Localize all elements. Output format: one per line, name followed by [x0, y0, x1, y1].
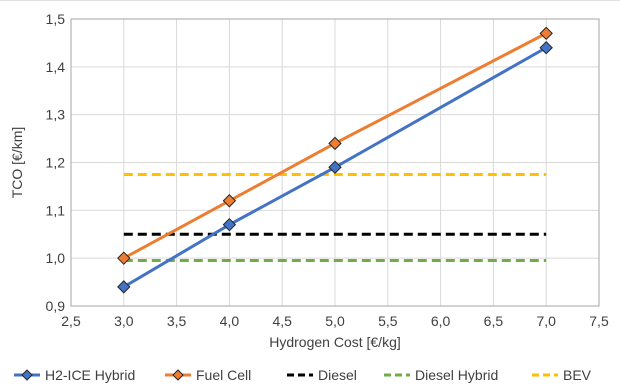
x-tick-label: 4,0 [220, 313, 240, 329]
y-axis-title: TCO [€/km] [9, 127, 25, 199]
y-tick-label: 1,1 [46, 202, 66, 218]
x-tick-label: 2,5 [61, 313, 81, 329]
y-tick-label: 1,2 [46, 155, 66, 171]
x-tick-label: 4,5 [272, 313, 292, 329]
x-tick-label: 7,5 [589, 313, 609, 329]
x-tick-label: 6,0 [431, 313, 451, 329]
y-tick-label: 1,4 [46, 59, 66, 75]
x-tick-label: 5,0 [325, 313, 345, 329]
x-tick-label: 3,5 [167, 313, 187, 329]
y-tick-label: 0,9 [46, 298, 66, 314]
top-border [0, 0, 620, 1]
data-point-fuel-cell [539, 26, 553, 41]
axes [70, 18, 600, 307]
series-line-fuel-cell [123, 32, 547, 260]
legend-label-fuel-cell: Fuel Cell [196, 367, 251, 383]
legend-marker-fuel-cell [172, 369, 184, 381]
x-tick-label: 6,5 [484, 313, 504, 329]
data-point-fuel-cell [117, 251, 131, 265]
y-tick-label: 1,0 [46, 250, 66, 266]
x-tick-label: 3,0 [114, 313, 134, 329]
x-tick-label: 5,5 [378, 313, 398, 329]
data-point-h2-ice-hybrid [222, 217, 237, 232]
legend-label-diesel-hybrid: Diesel Hybrid [415, 367, 498, 383]
x-axis-title: Hydrogen Cost [€/kg] [269, 334, 401, 350]
legend: H2-ICE Hybrid Fuel Cell Diesel Diesel Hybri… [14, 367, 592, 383]
data-point-fuel-cell [328, 136, 342, 151]
legend-label-h2-ice-hybrid: H2-ICE Hybrid [45, 367, 135, 383]
grid [71, 19, 599, 306]
data-point-h2-ice-hybrid [117, 280, 131, 294]
plot-frame [70, 18, 600, 307]
data-point-h2-ice-hybrid [539, 40, 553, 55]
legend-label-diesel: Diesel [318, 367, 357, 383]
tick-labels: 2,5 3,0 3,5 4,0 4,5 5,0 5,5 6,0 6,5 7,0 7,5 0,9 1,0 1… [46, 11, 609, 329]
legend-label-bev: BEV [563, 367, 592, 383]
x-tick-label: 7,0 [536, 313, 556, 329]
series-layer [117, 26, 553, 294]
series-line-h2-ice-hybrid [123, 46, 547, 289]
legend-marker-h2-ice-hybrid [21, 369, 33, 381]
data-point-fuel-cell [222, 194, 237, 208]
y-tick-label: 1,5 [46, 11, 66, 27]
y-tick-label: 1,3 [46, 107, 66, 123]
data-point-h2-ice-hybrid [328, 160, 342, 174]
